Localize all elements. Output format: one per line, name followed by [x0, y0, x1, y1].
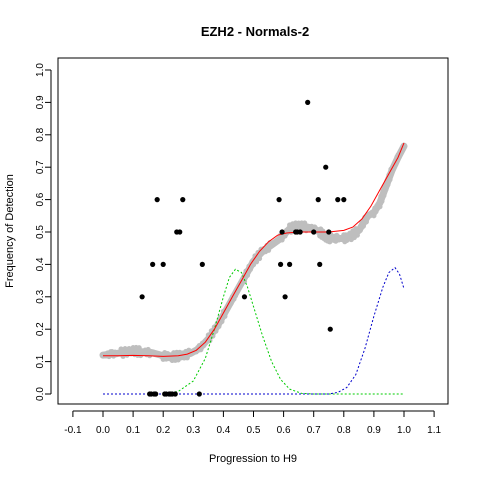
y-tick-label: 0.2: [35, 322, 46, 336]
smoothed-point: [106, 353, 112, 360]
smoothed-point: [116, 350, 123, 356]
data-point: [305, 99, 311, 105]
green-density-curve: [103, 268, 404, 395]
smoothed-point: [207, 338, 213, 344]
data-point: [276, 197, 282, 203]
y-tick-label: 0.1: [35, 354, 46, 368]
smoothed-point: [241, 278, 248, 284]
smoothed-point: [256, 255, 263, 262]
smoothed-point: [357, 227, 363, 233]
y-tick-label: 0.5: [35, 225, 46, 239]
y-tick-label: 0.4: [35, 257, 46, 271]
smoothed-point: [118, 346, 124, 352]
x-tick-label: 0.8: [337, 425, 351, 436]
data-point: [335, 197, 341, 203]
smoothed-point: [377, 204, 383, 210]
data-point: [326, 229, 332, 235]
data-point: [297, 229, 303, 235]
x-tick-label: 1.0: [397, 425, 411, 436]
scatter-points: [139, 99, 347, 397]
data-point: [139, 294, 145, 300]
x-tick-label: 0.6: [277, 425, 291, 436]
data-point: [172, 391, 178, 397]
smoothed-point: [302, 220, 308, 226]
smoothed-point: [122, 346, 128, 352]
data-point: [287, 261, 293, 267]
blue-curve-line: [103, 266, 405, 395]
data-point: [241, 294, 248, 300]
x-tick-label: 1.1: [427, 425, 441, 436]
smoothed-point: [120, 353, 126, 359]
green-curve-line: [103, 268, 404, 395]
smoothed-point: [360, 223, 366, 229]
x-axis: -0.1 0.0 0.1 0.2 0.3 0.4 0.5 0.6 0.7 0.8 0.9 1.0 1.1: [64, 410, 441, 436]
chart-title: EZH2 - Normals-2: [201, 24, 309, 39]
fit-curve: [103, 142, 405, 357]
smoothed-point: [371, 213, 377, 219]
smoothed-point: [126, 345, 132, 352]
data-point: [150, 261, 156, 267]
y-axis: 0.0 0.1 0.2 0.3 0.4 0.5 0.6 0.7 0.8 0.9 1.0: [35, 63, 52, 401]
data-point: [315, 197, 321, 203]
smoothed-point: [252, 253, 258, 259]
data-point: [177, 229, 183, 235]
smoothed-point: [145, 346, 151, 353]
data-point: [196, 391, 202, 397]
x-axis-label: Progression to H9: [209, 453, 297, 465]
data-point: [277, 261, 284, 267]
data-point: [199, 261, 205, 267]
smoothed-point: [387, 177, 393, 183]
smoothed-point: [247, 266, 254, 272]
data-point: [180, 197, 186, 203]
data-point: [327, 326, 333, 332]
data-point: [154, 197, 160, 203]
smoothed-point: [222, 313, 228, 319]
smoothed-point: [385, 182, 391, 188]
data-point: [311, 229, 317, 235]
fit-line: [103, 142, 405, 357]
data-point: [282, 294, 288, 300]
smoothed-point: [354, 232, 360, 238]
y-tick-label: 0.7: [35, 160, 46, 174]
x-tick-label: 0.0: [96, 425, 110, 436]
y-tick-label: 0.3: [35, 289, 46, 303]
smoothed-point: [265, 247, 272, 253]
smoothed-point: [184, 355, 190, 361]
data-point: [317, 261, 323, 267]
smoothed-point: [381, 192, 387, 199]
data-point: [341, 197, 347, 203]
y-tick-label: 0.8: [35, 127, 46, 141]
x-tick-label: 0.5: [247, 425, 261, 436]
data-point: [323, 164, 329, 170]
y-tick-label: 1.0: [35, 63, 46, 77]
smoothed-point: [373, 209, 379, 215]
smoothed-point: [279, 237, 285, 243]
x-tick-label: 0.4: [216, 425, 230, 436]
y-tick-label: 0.0: [35, 387, 46, 401]
x-tick-label: 0.1: [126, 425, 140, 436]
data-point: [153, 391, 159, 397]
data-point: [279, 229, 285, 235]
smoothed-point: [219, 318, 225, 325]
smoothed-point: [363, 219, 369, 225]
y-tick-label: 0.6: [35, 192, 46, 206]
smoothed-point: [383, 186, 389, 192]
x-tick-label: 0.2: [156, 425, 170, 436]
smoothed-point: [244, 272, 251, 278]
smoothed-point: [198, 347, 204, 353]
smoothed-point: [379, 198, 385, 204]
x-tick-label: 0.9: [367, 425, 381, 436]
x-tick-label: 0.3: [186, 425, 200, 436]
blue-density-curve: [103, 266, 405, 395]
smoothed-point: [282, 233, 288, 239]
plot-border: [57, 57, 449, 405]
smoothed-point: [216, 323, 222, 330]
x-tick-label: 0.7: [307, 425, 321, 436]
y-axis-label: Frequency of Detection: [4, 174, 16, 288]
x-tick-label: -0.1: [64, 425, 82, 436]
y-tick-label: 0.9: [35, 95, 46, 109]
data-point: [160, 261, 166, 267]
